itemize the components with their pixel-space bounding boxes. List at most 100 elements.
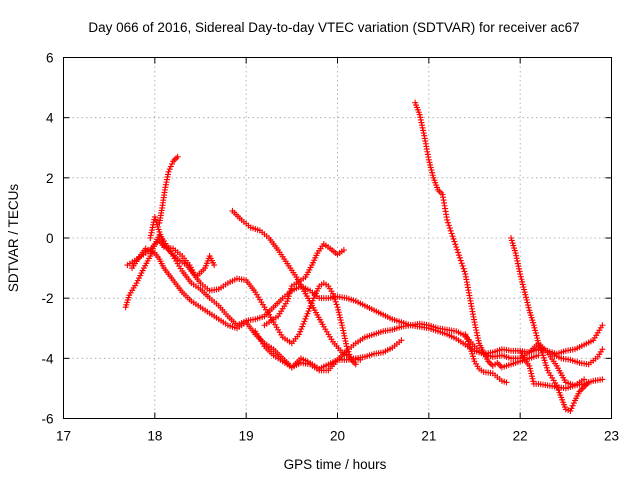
data-point-marker (417, 116, 424, 123)
data-point-marker (429, 169, 436, 176)
data-point-marker (519, 278, 526, 285)
series-arc-b (122, 231, 606, 357)
series-arc-e (147, 213, 218, 281)
y-tick-label: 6 (46, 51, 54, 66)
x-tick-label: 18 (147, 429, 162, 444)
data-point-marker (524, 299, 531, 306)
data-point-marker (342, 338, 349, 345)
data-point-marker (529, 375, 536, 382)
data-point-marker (167, 163, 174, 170)
data-point-marker (472, 324, 479, 331)
data-point-marker (420, 127, 427, 134)
data-point-marker (398, 337, 405, 344)
data-point-marker (427, 164, 434, 171)
series-arc-i (412, 99, 542, 371)
data-point-marker (517, 271, 524, 278)
grid-lines (63, 57, 612, 419)
series-arc-d (156, 153, 181, 226)
y-tick-label: -6 (41, 412, 53, 427)
data-point-marker (351, 359, 358, 366)
data-point-marker (525, 304, 532, 311)
data-point-marker (338, 319, 345, 326)
data-point-marker (516, 265, 523, 272)
data-point-marker (585, 379, 592, 386)
data-points (122, 99, 606, 414)
data-point-marker (456, 254, 463, 261)
data-point-marker (568, 405, 575, 412)
data-point-marker (599, 376, 606, 383)
data-point-marker (527, 368, 534, 375)
y-tick-label: 2 (46, 171, 54, 186)
data-point-marker (526, 365, 533, 372)
data-point-marker (514, 257, 521, 264)
data-point-marker (296, 331, 303, 338)
data-point-marker (514, 260, 521, 267)
data-point-marker (171, 156, 178, 163)
y-tick-label: -2 (41, 291, 53, 306)
data-point-marker (475, 337, 482, 344)
data-point-marker (448, 230, 455, 237)
series-arc-j (462, 331, 510, 386)
data-point-marker (453, 244, 460, 251)
data-point-marker (513, 252, 520, 259)
data-point-marker (305, 308, 312, 315)
data-point-marker (335, 309, 342, 316)
data-point-marker (532, 327, 539, 334)
data-point-marker (455, 249, 462, 256)
data-point-marker (417, 114, 424, 121)
x-tick-label: 19 (239, 429, 254, 444)
data-point-marker (528, 370, 535, 377)
data-point-marker (534, 337, 541, 344)
data-point-marker (520, 283, 527, 290)
data-point-marker (420, 130, 427, 137)
data-point-marker (446, 225, 453, 232)
data-point-marker (147, 232, 154, 239)
data-point-marker (298, 326, 305, 333)
data-point-marker (148, 227, 155, 234)
data-point-marker (165, 168, 172, 175)
data-point-marker (533, 332, 540, 339)
data-point-marker (450, 235, 457, 242)
data-point-marker (523, 294, 530, 301)
data-point-marker (418, 119, 425, 126)
y-axis-label: SDTVAR / TECUs (6, 184, 21, 293)
data-point-marker (340, 330, 347, 337)
data-point-marker (503, 379, 510, 386)
data-point-marker (567, 407, 574, 414)
data-point-marker (528, 373, 535, 380)
data-point-marker (599, 346, 606, 353)
data-point-marker (599, 322, 606, 329)
data-point-marker (518, 276, 525, 283)
x-tick-label: 21 (421, 429, 436, 444)
data-point-marker (455, 252, 462, 259)
data-point-marker (526, 362, 533, 369)
data-point-marker (486, 359, 493, 366)
y-tick-label: 0 (46, 231, 54, 246)
data-point-marker (339, 322, 346, 329)
data-point-marker (530, 378, 537, 385)
chart-title: Day 066 of 2016, Sidereal Day-to-day VTE… (88, 20, 579, 35)
data-point-marker (343, 340, 350, 347)
data-point-marker (497, 362, 504, 369)
data-point-marker (471, 319, 478, 326)
series-arc-m (517, 347, 588, 392)
x-axis-label: GPS time / hours (284, 457, 387, 472)
data-point-marker (474, 332, 481, 339)
data-point-marker (168, 160, 175, 167)
y-tick-label: 4 (46, 111, 54, 126)
data-point-marker (306, 305, 313, 312)
data-point-marker (581, 376, 588, 383)
data-point-marker (522, 291, 529, 298)
data-point-marker (340, 247, 347, 254)
data-point-marker (147, 235, 154, 241)
data-point-marker (445, 219, 452, 226)
data-point-marker (302, 315, 309, 322)
data-point-marker (445, 222, 452, 229)
data-point-marker (334, 304, 341, 311)
data-point-marker (340, 327, 347, 334)
data-point-marker (521, 286, 528, 293)
data-point-marker (570, 400, 577, 407)
data-point-marker (419, 124, 426, 131)
series-arc-h (261, 241, 347, 329)
